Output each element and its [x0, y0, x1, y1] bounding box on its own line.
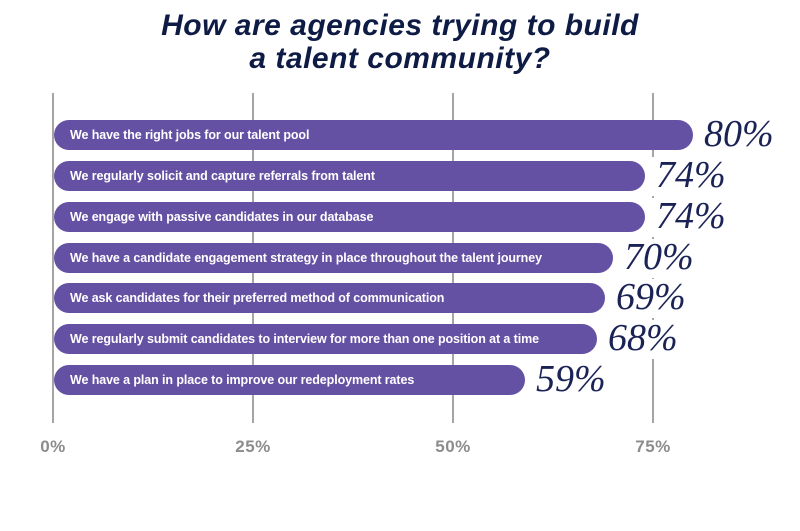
bar-row: We have a plan in place to improve our r… — [54, 365, 525, 395]
bar-row: We have a candidate engagement strategy … — [54, 243, 613, 273]
bar-row: We have the right jobs for our talent po… — [54, 120, 693, 150]
bar-value-label: 70% — [618, 238, 698, 278]
bar-category-label: We have the right jobs for our talent po… — [70, 128, 310, 142]
bar-category-label: We engage with passive candidates in our… — [70, 210, 374, 224]
bar-category-label: We have a plan in place to improve our r… — [70, 373, 415, 387]
gridline-0% — [52, 93, 54, 423]
bar-category-label: We have a candidate engagement strategy … — [70, 251, 542, 265]
chart-title: How are agencies trying to build a talen… — [0, 9, 800, 75]
bar-value-label: 80% — [698, 115, 778, 155]
bar-category-label: We ask candidates for their preferred me… — [70, 291, 445, 305]
bar-category-label: We regularly solicit and capture referra… — [70, 169, 375, 183]
bar-row: We regularly submit candidates to interv… — [54, 324, 597, 354]
bar-row: We ask candidates for their preferred me… — [54, 283, 605, 313]
chart-title-line-1: How are agencies trying to build — [161, 9, 639, 42]
x-axis-tick-label: 50% — [435, 437, 471, 456]
bar-value-label: 74% — [650, 197, 730, 237]
x-axis-tick-label: 0% — [40, 437, 66, 456]
bar-value-label: 68% — [602, 319, 682, 359]
bar-category-label: We regularly submit candidates to interv… — [70, 332, 539, 346]
x-axis-tick-label: 75% — [635, 437, 671, 456]
x-axis-tick-label: 25% — [235, 437, 271, 456]
bar-row: We regularly solicit and capture referra… — [54, 161, 645, 191]
bar-value-label: 74% — [650, 156, 730, 196]
bar-row: We engage with passive candidates in our… — [54, 202, 645, 232]
bar-value-label: 59% — [530, 360, 610, 400]
bar-value-label: 69% — [610, 278, 690, 318]
chart-title-line-2: a talent community? — [249, 42, 551, 75]
